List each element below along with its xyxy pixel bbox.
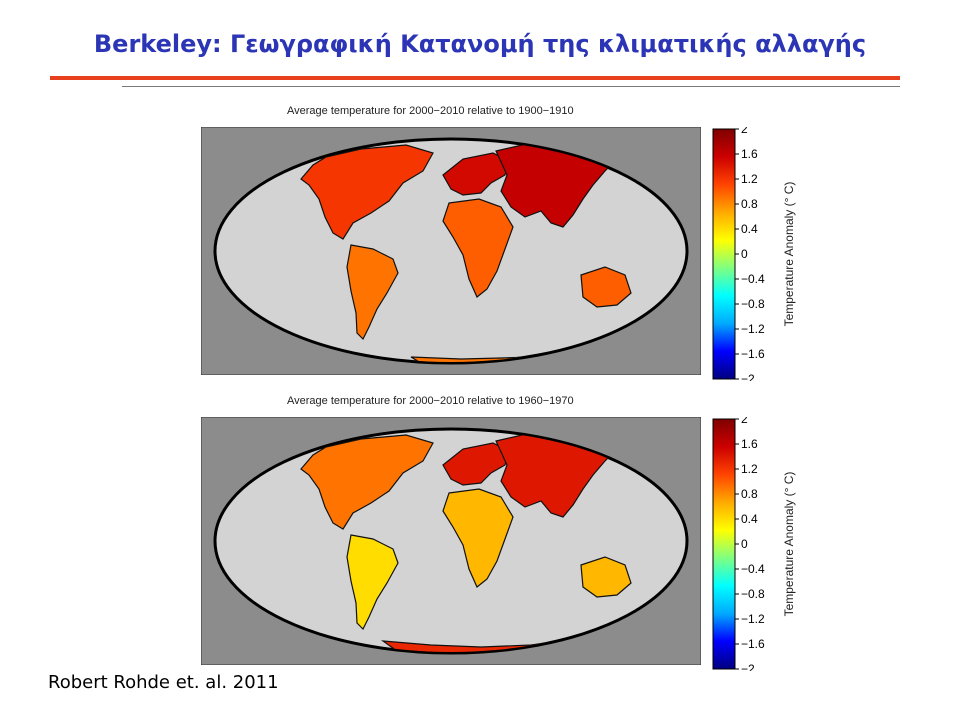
map-panel-bottom: Average temperature for 2000−2010 relati…: [187, 393, 801, 678]
colorbar-tick-label: 1.6: [741, 147, 758, 161]
colorbar-tick-label: 1.6: [741, 437, 758, 451]
colorbar-tick-label: 0.4: [741, 512, 758, 526]
continents: [300, 140, 632, 362]
panel-title-bottom: Average temperature for 2000−2010 relati…: [287, 395, 574, 407]
colorbar-tick-label: 0.8: [741, 197, 758, 211]
colorbar-label: Temperature Anomaly (° C): [782, 472, 796, 617]
panel-title-top: Average temperature for 2000−2010 relati…: [287, 105, 574, 117]
continent-south-america: [346, 244, 399, 341]
continent-north-america: [300, 434, 434, 530]
colorbar-tick-label: −0.8: [741, 297, 765, 311]
colorbar-top: 2 1.6 1.2 0.8 0.4 0 −0.4 −0.8 −1.2 −1.6 −2 Temperat…: [712, 127, 796, 381]
slide-title: Berkeley: Γεωγραφική Κατανομή της κλιματ…: [93, 30, 867, 58]
colorbar-tick-label: 2: [741, 417, 748, 426]
map-top: [201, 127, 701, 375]
continent-north-america: [300, 144, 434, 240]
map-panel-top: Average temperature for 2000−2010 relati…: [187, 103, 801, 388]
colorbar-tick-label: −1.2: [741, 322, 765, 336]
colorbar-tick-label: −1.2: [741, 612, 765, 626]
continent-europe: [442, 152, 510, 196]
colorbar-tick-label: 0: [741, 537, 748, 551]
colorbar-tick-label: 0.4: [741, 222, 758, 236]
colorbar-gradient: [712, 418, 736, 670]
colorbar-bottom: 2 1.6 1.2 0.8 0.4 0 −0.4 −0.8 −1.2 −1.6 −2 Temperat…: [712, 417, 796, 671]
title-underline-red: [50, 76, 900, 80]
colorbar-tick-label: 0: [741, 247, 748, 261]
continent-australia: [580, 556, 632, 598]
colorbar-tick-label: −0.4: [741, 562, 765, 576]
colorbar-label: Temperature Anomaly (° C): [782, 182, 796, 327]
colorbar-tick-label: 1.2: [741, 172, 758, 186]
colorbar-tick-label: 0.8: [741, 487, 758, 501]
continents: [300, 430, 632, 652]
continent-europe: [442, 442, 510, 486]
colorbar-tick-label: 1.2: [741, 462, 758, 476]
colorbar-tick-label: −1.6: [741, 637, 765, 651]
colorbar-tick-label: −0.4: [741, 272, 765, 286]
credit-text: Robert Rohde et. al. 2011: [48, 672, 279, 693]
colorbar-tick-label: −1.6: [741, 347, 765, 361]
colorbar-tick-label: −0.8: [741, 587, 765, 601]
colorbar-tick-label: 2: [741, 127, 748, 136]
continent-australia: [580, 266, 632, 308]
map-bottom: [201, 417, 701, 665]
colorbar-gradient: [712, 128, 736, 380]
continent-africa: [442, 488, 514, 588]
continent-south-america: [346, 534, 399, 631]
colorbar-tick-label: −2: [741, 662, 755, 671]
colorbar-tick-label: −2: [741, 372, 755, 381]
figure: Average temperature for 2000−2010 relati…: [187, 103, 801, 673]
title-underline-gray: [122, 86, 900, 87]
continent-africa: [442, 198, 514, 298]
